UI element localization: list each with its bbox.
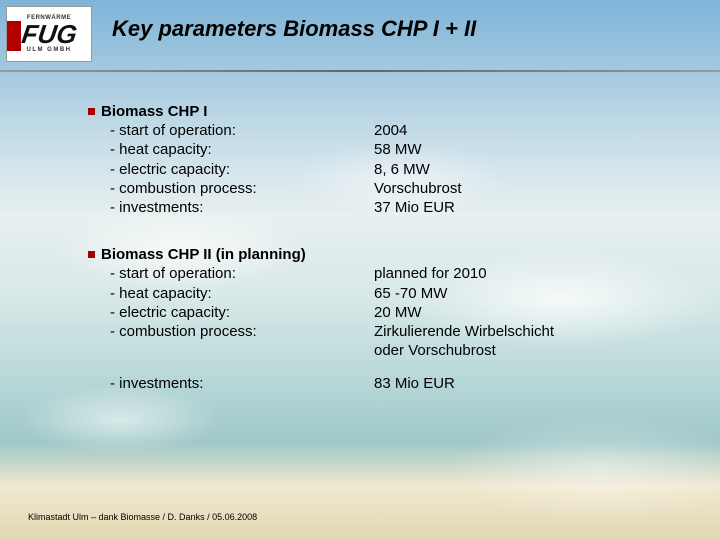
bullet-icon [88,251,95,258]
row-value: planned for 2010 [374,264,688,283]
row-value: 8, 6 MW [374,160,688,179]
row-label: - combustion process: [88,322,374,341]
title-rule [0,70,720,72]
row-label: - heat capacity: [88,140,374,159]
row-label: - electric capacity: [88,303,374,322]
row-label-empty [88,341,374,360]
row-value: 2004 [374,121,688,140]
row-value: 37 Mio EUR [374,198,688,217]
section-b-heading: Biomass CHP II (in planning) [88,245,688,264]
table-row: oder Vorschubrost [88,341,688,360]
company-logo: FERNWÄRME FUG ULM GMBH [6,6,92,62]
row-value: Zirkulierende Wirbelschicht [374,322,688,341]
table-row: - electric capacity:8, 6 MW [88,160,688,179]
row-label: - start of operation: [88,121,374,140]
row-label: - investments: [88,374,374,393]
table-row: - heat capacity:58 MW [88,140,688,159]
section-b-title: Biomass CHP II (in planning) [101,246,306,263]
content-area: Biomass CHP I - start of operation:2004 … [88,98,688,393]
section-a-heading: Biomass CHP I [88,102,688,121]
row-label: - electric capacity: [88,160,374,179]
row-label: - combustion process: [88,179,374,198]
footer-text: Klimastadt Ulm – dank Biomasse / D. Dank… [28,512,257,522]
section-a-title: Biomass CHP I [101,103,207,120]
row-value: 20 MW [374,303,688,322]
bullet-icon [88,108,95,115]
row-value: oder Vorschubrost [374,341,688,360]
table-row: - start of operation:planned for 2010 [88,264,688,283]
row-value: 65 -70 MW [374,284,688,303]
table-row: - heat capacity:65 -70 MW [88,284,688,303]
row-label: - investments: [88,198,374,217]
logo-red-bar [7,21,21,51]
row-value: 58 MW [374,140,688,159]
row-label: - start of operation: [88,264,374,283]
table-row: - investments:83 Mio EUR [88,374,688,393]
row-value: Vorschubrost [374,179,688,198]
table-row: - electric capacity:20 MW [88,303,688,322]
table-row: - investments:37 Mio EUR [88,198,688,217]
row-value: 83 Mio EUR [374,374,688,393]
table-row: - combustion process:Vorschubrost [88,179,688,198]
table-row: - start of operation:2004 [88,121,688,140]
row-label: - heat capacity: [88,284,374,303]
table-row: - combustion process:Zirkulierende Wirbe… [88,322,688,341]
page-title: Key parameters Biomass CHP I + II [112,16,700,42]
logo-line-mid: FUG [20,21,79,47]
